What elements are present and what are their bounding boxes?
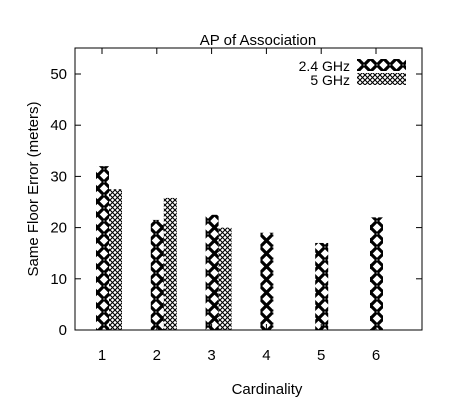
plot-frame (74, 47, 423, 331)
y-tick-label: 20 (50, 220, 67, 237)
x-tick-label: 6 (372, 347, 380, 364)
y-tick-label: 10 (50, 271, 67, 288)
x-tick-label: 1 (98, 347, 106, 364)
y-tick-label: 40 (50, 117, 67, 134)
legend-label-5-ghz: 5 GHz (310, 72, 350, 88)
legend-swatch-2-4-ghz (357, 59, 406, 71)
y-tick-label: 0 (59, 322, 67, 339)
y-tick-label: 30 (50, 168, 67, 185)
x-tick-label: 4 (262, 347, 270, 364)
x-tick-label: 5 (317, 347, 325, 364)
x-tick-label: 2 (153, 347, 161, 364)
legend-label-2-4-ghz: 2.4 GHz (299, 58, 350, 74)
y-axis: 0 10 20 30 40 50 (50, 66, 422, 339)
bar-5-ghz-3 (218, 227, 232, 330)
bar-2-4-ghz-1 (96, 166, 109, 330)
bar-2-4-ghz-6 (370, 217, 383, 330)
x-axis: 1 2 3 4 5 6 (98, 48, 380, 364)
legend: 2.4 GHz 5 GHz (299, 58, 406, 88)
legend-swatch-5-ghz (357, 73, 406, 85)
bar-2-4-ghz-5 (315, 242, 329, 330)
bar-5-ghz-1 (109, 189, 122, 330)
bar-2-4-ghz-4 (260, 232, 274, 330)
x-axis-title: Cardinality (232, 381, 303, 398)
bar-2-4-ghz-2 (150, 219, 164, 330)
bars (96, 166, 383, 330)
bar-2-4-ghz-3 (205, 214, 219, 330)
y-tick-label: 50 (50, 66, 67, 83)
bar-5-ghz-2 (163, 197, 177, 330)
chart-title: AP of Association (200, 32, 316, 49)
x-tick-label: 3 (207, 347, 215, 364)
y-axis-title: Same Floor Error (meters) (25, 101, 42, 276)
